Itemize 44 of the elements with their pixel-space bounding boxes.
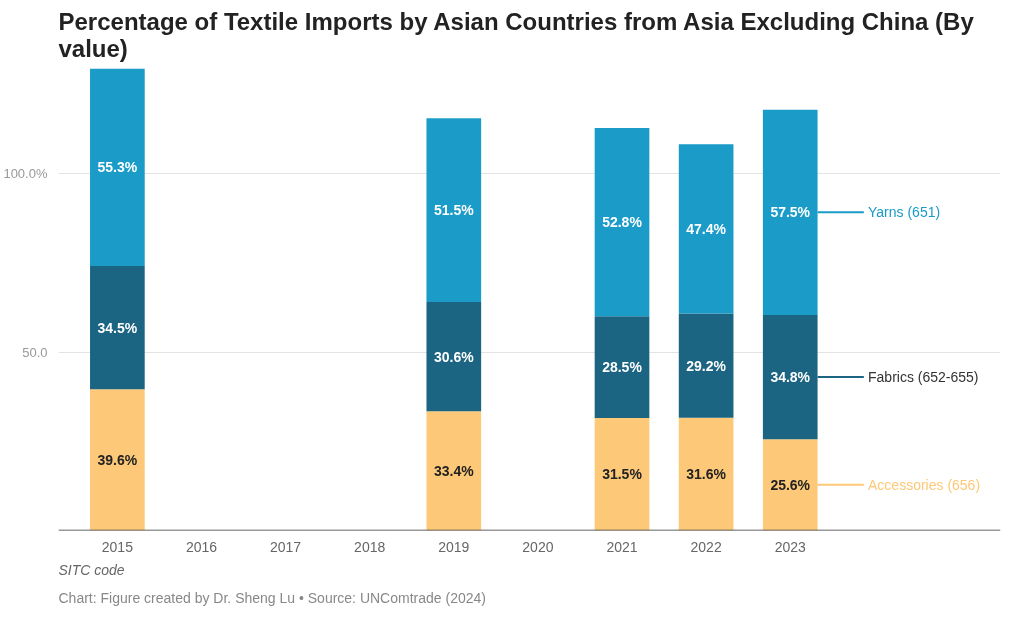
legend-label: Accessories (656) <box>868 476 981 493</box>
data-label: 47.4% <box>686 220 727 237</box>
x-tick-label: 2021 <box>606 538 638 555</box>
x-tick-label: 2023 <box>774 538 807 555</box>
data-label: 34.8% <box>770 369 811 386</box>
x-tick-label: 2020 <box>522 538 554 555</box>
bar <box>426 302 482 412</box>
text: Chart: Figure created by Dr. Sheng Lu • Source: UNComtrade (2024) <box>58 589 486 606</box>
bar <box>678 417 734 531</box>
data-label: 33.4% <box>433 462 475 479</box>
bar <box>594 316 650 419</box>
x-tick-label: 2016 <box>185 538 218 555</box>
bar <box>594 418 650 531</box>
x-tick-label: 2018 <box>354 538 386 555</box>
data-label: 31.5% <box>602 466 643 483</box>
text: SITC code <box>58 561 125 578</box>
chart-title: Percentage of Textile Imports by Asian Countries from Asia Excluding China (By value) <box>58 7 975 62</box>
data-label: 34.5% <box>97 319 138 336</box>
x-tick-label: 2019 <box>438 538 470 555</box>
data-label: 29.2% <box>686 357 727 374</box>
y-tick-label: 50.0 <box>22 344 48 360</box>
data-label: 57.5% <box>770 204 811 221</box>
data-label: 31.6% <box>686 466 727 483</box>
legend-label: Yarns (651) <box>868 204 941 221</box>
legend-label: Fabrics (652-655) <box>868 369 979 386</box>
bar <box>594 127 650 317</box>
bar <box>426 411 482 531</box>
x-tick-label: 2015 <box>101 538 134 555</box>
data-label: 39.6% <box>97 451 138 468</box>
bar <box>90 389 145 531</box>
bar <box>90 266 145 390</box>
bar <box>678 313 734 418</box>
x-tick-label: 2022 <box>690 538 722 555</box>
bar <box>90 68 145 267</box>
data-label: 51.5% <box>433 202 475 219</box>
data-label: 55.3% <box>97 159 138 176</box>
data-label: 30.6% <box>433 348 475 365</box>
data-label: 28.5% <box>602 359 643 376</box>
bar <box>426 118 482 303</box>
x-tick-label: 2017 <box>270 538 302 555</box>
bar <box>678 144 734 314</box>
data-label: 25.6% <box>770 476 811 493</box>
y-tick-label: 100.0% <box>3 166 48 182</box>
data-label: 52.8% <box>602 214 643 231</box>
